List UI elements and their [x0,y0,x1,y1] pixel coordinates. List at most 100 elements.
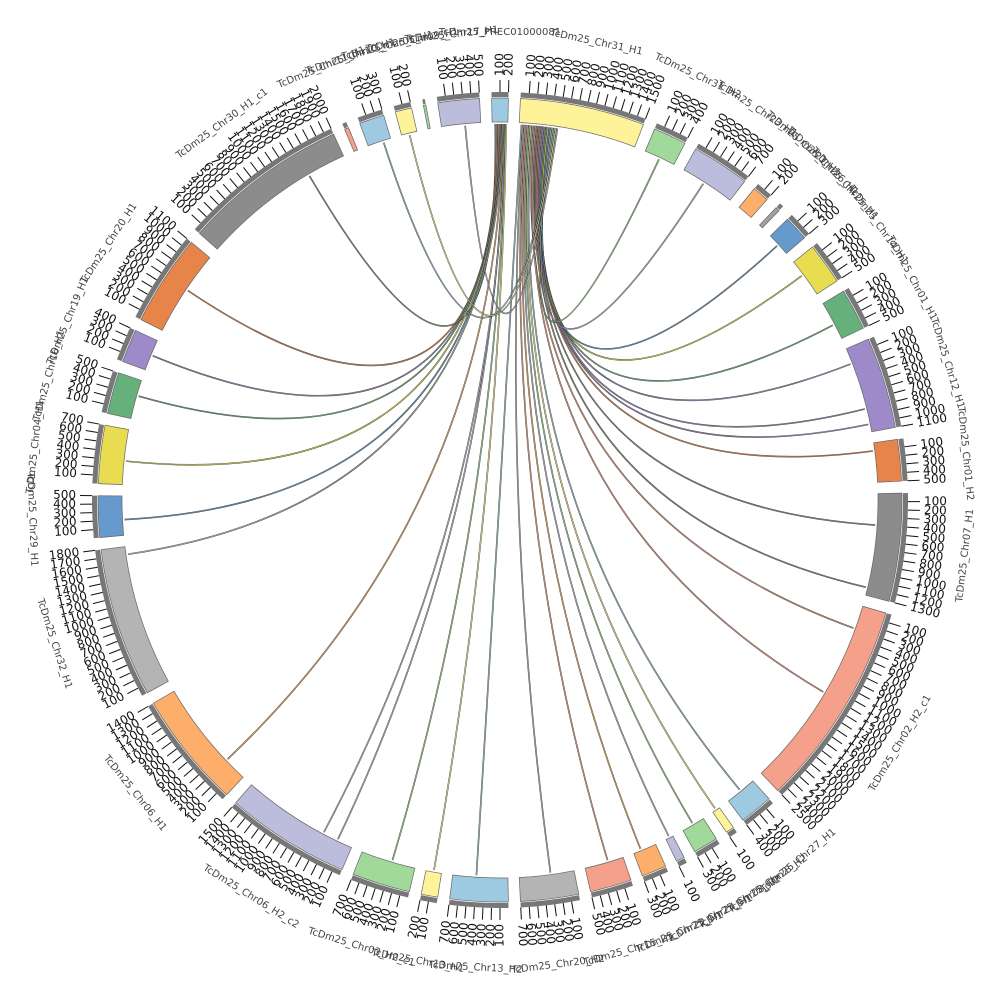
tick [831,736,843,745]
link [526,125,716,809]
tick [469,81,472,94]
link-core [383,127,555,318]
tick-label: 700 [907,376,933,396]
tick [816,756,827,766]
tick [868,319,880,327]
tick [604,93,609,106]
tick-label: 100 [733,846,757,873]
tick [729,836,737,848]
tick [295,856,302,868]
tick-label: 400 [923,521,947,536]
tick [810,763,821,772]
tick-label: 500 [533,921,549,945]
tick [346,879,352,892]
link-core [534,125,876,526]
link [534,125,876,526]
segment [738,188,768,218]
tick [903,560,916,564]
tick [455,905,458,918]
tick [858,693,871,700]
tick-label: 1600 [50,563,82,582]
tick [325,117,332,129]
tick [91,400,104,405]
tick-label: 300 [606,907,626,933]
link [524,125,694,824]
tick [562,84,566,98]
tick [545,905,549,918]
tick-label: 300 [452,54,468,78]
link-core [227,124,504,760]
tick [326,871,333,883]
tick [83,549,96,553]
tick [137,705,149,713]
tick [387,893,392,906]
tick-label: 1500 [52,571,85,590]
tick-label: 500 [558,57,575,82]
tick [310,864,317,876]
tick-band [520,92,646,124]
tick-label: 300 [55,446,79,462]
tick [579,88,583,101]
tick [822,242,833,251]
tick [821,750,832,759]
tick-band [92,424,105,484]
tick-label: 100 [492,924,506,947]
tick-band [342,122,349,129]
link-core [409,128,557,317]
tick-label: 900 [917,565,942,583]
tick [100,624,112,630]
tick [309,125,317,137]
tick [83,447,96,450]
tick-band [520,895,580,908]
segment-name: TcDm25_Chr01_H2 [955,405,975,501]
segment [352,851,416,893]
tick [377,97,383,110]
tick [92,600,105,605]
tick-band [813,243,843,281]
tick-label: 400 [542,920,559,944]
tick [827,249,838,258]
tick [150,265,162,274]
tick [478,80,480,93]
segment [769,218,806,254]
tick-label: 300 [53,506,76,521]
tick-label: 500 [923,471,947,486]
tick [156,734,167,743]
tick [862,685,875,692]
tick [302,129,309,141]
tick [905,543,918,546]
segment [584,856,632,893]
tick [748,166,757,177]
tick [891,380,904,386]
tick [587,89,592,102]
tick [895,397,908,402]
tick [460,81,463,94]
tick-label: 200 [483,924,497,947]
tick-label: 200 [66,378,92,397]
tick-label: 500 [57,428,82,445]
tick [286,137,294,149]
link-core [124,124,502,520]
segment-name: TcDm25_PREC01000081 [438,27,561,38]
tick [877,339,889,346]
tick [880,347,892,353]
tick-band [351,875,410,898]
tick-band [654,123,688,143]
tick-label: 200 [501,53,515,76]
tick [189,774,199,784]
tick-label: 500 [74,352,100,373]
segment [97,495,125,539]
segment-name: TcDm25_Chr31_H1 [548,27,643,57]
tick-label: 100 [568,916,586,941]
tick [628,101,634,114]
tick-label: 700 [60,409,85,427]
tick [900,577,913,581]
segment [683,148,746,201]
tick-band [422,99,426,105]
tick-label: 1400 [54,580,87,600]
tick [464,906,467,919]
tick [425,901,429,914]
tick [81,529,94,532]
tick-label: 1300 [56,589,89,610]
